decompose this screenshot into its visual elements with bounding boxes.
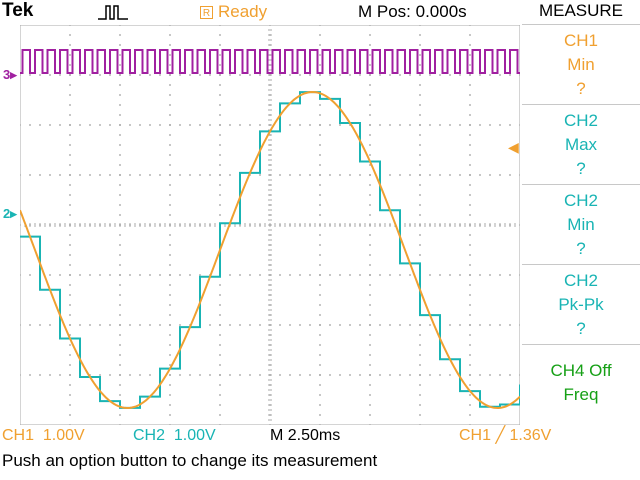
slot-5-source: CH4 Off: [550, 361, 612, 380]
slot-3-value: ?: [576, 239, 586, 258]
slot-5-type: Freq: [563, 385, 599, 404]
slot-1-type: Min: [567, 55, 595, 74]
measure-slot-1[interactable]: CH1 Min ?: [522, 24, 640, 104]
slot-2-type: Max: [564, 135, 598, 154]
slot-2-source: CH2: [563, 111, 598, 130]
slot-2-value: ?: [576, 159, 586, 178]
horizontal-position-readout: M Pos: 0.000s: [358, 2, 467, 21]
measure-slot-4[interactable]: CH2 Pk-Pk ?: [522, 264, 640, 344]
measure-menu: MEASURE CH1 Min ? CH2 Max ? CH2 Min ? CH…: [522, 0, 640, 420]
slot-3-type: Min: [567, 215, 595, 234]
graticule: [20, 25, 520, 425]
trigger-readout: CH1 ╱ 1.36V: [459, 427, 552, 444]
measure-slot-2[interactable]: CH2 Max ?: [522, 104, 640, 184]
brand-logo: Tek: [2, 0, 34, 21]
slot-4-source: CH2: [563, 271, 598, 290]
status-text: Ready: [218, 2, 268, 21]
measure-slot-5[interactable]: CH4 Off Freq: [522, 344, 640, 424]
ch2-scale: CH2 1.00V: [133, 427, 216, 444]
trigger-level-marker: ◀: [508, 139, 519, 155]
menu-title: MEASURE: [538, 1, 624, 20]
measure-slot-3[interactable]: CH2 Min ?: [522, 184, 640, 264]
slot-3-source: CH2: [563, 191, 598, 210]
scale-readout-bar: CH1 1.00V CH2 1.00V M 2.50ms CH1 ╱ 1.36V: [0, 426, 640, 446]
ch1-scale: CH1 1.00V: [2, 427, 85, 444]
ch2-ground-marker: 2▸: [3, 206, 17, 221]
help-message: Push an option button to change its meas…: [2, 451, 378, 470]
status-badge: R: [200, 5, 213, 19]
waveform-display[interactable]: [20, 25, 520, 425]
slot-4-type: Pk-Pk: [558, 295, 604, 314]
slot-1-value: ?: [576, 79, 586, 98]
timebase-readout: M 2.50ms: [270, 427, 341, 444]
ch3-waveform: [20, 49, 520, 74]
ch1-waveform: [20, 90, 520, 410]
ch3-ground-marker: 3▸: [3, 67, 17, 82]
ch2-waveform: [20, 91, 520, 409]
slot-1-source: CH1: [563, 31, 598, 50]
slot-4-value: ?: [576, 319, 586, 338]
acquisition-status: R Ready: [200, 1, 267, 23]
pulse-trigger-icon: [98, 5, 128, 20]
